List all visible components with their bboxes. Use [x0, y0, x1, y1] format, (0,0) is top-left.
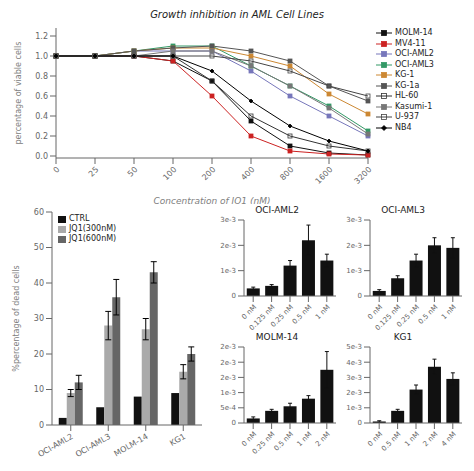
svg-text:0: 0: [232, 292, 236, 300]
svg-text:1e-3: 1e-3: [346, 404, 362, 412]
svg-text:OCI-AML2: OCI-AML2: [36, 432, 74, 459]
svg-text:Concentration of JQ1 (nM): Concentration of JQ1 (nM): [154, 196, 271, 204]
svg-text:0.2: 0.2: [35, 132, 48, 141]
html-text:HL-60: HL-60: [395, 91, 419, 100]
svg-text:0.25 nM: 0.25 nM: [395, 303, 421, 329]
svg-text:0.5 nM: 0.5 nM: [291, 303, 314, 326]
svg-text:2e-3: 2e-3: [220, 343, 236, 351]
svg-text:5e-3: 5e-3: [346, 343, 362, 351]
svg-text:10: 10: [34, 385, 44, 394]
html-text:JQ1(600nM): JQ1(600nM): [69, 234, 117, 243]
svg-text:0.4: 0.4: [35, 112, 48, 121]
html-text:OCI-AML2: OCI-AML2: [255, 205, 299, 215]
svg-text:1.0: 1.0: [35, 52, 48, 61]
svg-text:2e-3: 2e-3: [346, 389, 362, 397]
svg-text:20: 20: [34, 350, 44, 359]
svg-text:1 nM: 1 nM: [296, 430, 314, 448]
svg-text:0: 0: [358, 292, 362, 300]
svg-text:0: 0: [232, 419, 236, 427]
svg-text:1.2: 1.2: [35, 32, 48, 41]
svg-text:100: 100: [161, 165, 178, 182]
html-text:Kasumi-1: Kasumi-1: [395, 101, 433, 111]
svg-text:50: 50: [34, 243, 44, 252]
svg-text:KG1: KG1: [168, 432, 187, 448]
html-text:KG-1a: KG-1a: [395, 80, 420, 90]
svg-text:25: 25: [87, 165, 101, 179]
svg-text:800: 800: [278, 165, 295, 182]
svg-text:0 nM: 0 nM: [240, 303, 259, 322]
svg-text:1e-3: 1e-3: [220, 267, 236, 275]
html-text:OCI-AML2: OCI-AML2: [395, 49, 434, 58]
svg-text:2 nM: 2 nM: [422, 430, 440, 448]
svg-text:40: 40: [34, 279, 44, 288]
svg-text:4e-3: 4e-3: [346, 359, 362, 367]
svg-text:MOLM-14: MOLM-14: [113, 432, 150, 459]
svg-text:1600: 1600: [314, 165, 335, 186]
svg-text:0: 0: [51, 165, 61, 175]
svg-text:60: 60: [34, 208, 44, 217]
svg-text:0.25 nM: 0.25 nM: [269, 303, 295, 329]
html-text:OCI-AML3: OCI-AML3: [395, 59, 434, 69]
svg-text:0.0: 0.0: [35, 152, 48, 161]
html-text:OCI-AML3: OCI-AML3: [381, 205, 425, 215]
svg-text:1e-3: 1e-3: [220, 389, 236, 397]
svg-text:1 nM: 1 nM: [440, 303, 458, 321]
svg-text:percentage of viable cells: percentage of viable cells: [14, 42, 23, 145]
svg-text:%percentage of dead cells: %percentage of dead cells: [12, 265, 21, 371]
svg-text:2e-3: 2e-3: [220, 374, 236, 382]
html-text:Growth inhibition in AML Cell: Growth inhibition in AML Cell Lines: [150, 9, 324, 20]
html-text:MOLM-14: MOLM-14: [255, 332, 299, 342]
svg-text:3e-3: 3e-3: [346, 216, 362, 224]
svg-text:200: 200: [200, 165, 217, 182]
html-text:JQ1(300nM): JQ1(300nM): [69, 224, 117, 233]
html-text:MOLM-14: MOLM-14: [395, 28, 433, 37]
svg-text:0 nM: 0 nM: [366, 430, 385, 449]
svg-text:0.8: 0.8: [35, 72, 48, 81]
svg-text:5e-4: 5e-4: [220, 404, 236, 412]
html-text:KG1: KG1: [393, 332, 413, 342]
svg-text:1 nM: 1 nM: [403, 430, 421, 448]
svg-text:3e-3: 3e-3: [346, 374, 362, 382]
svg-text:30: 30: [34, 314, 44, 323]
html-text:MV4-11: MV4-11: [395, 38, 426, 48]
svg-text:3200: 3200: [353, 165, 374, 186]
svg-text:0.5 nM: 0.5 nM: [380, 430, 403, 453]
svg-text:2 nM: 2 nM: [314, 430, 332, 448]
svg-text:1e-3: 1e-3: [346, 267, 362, 275]
svg-text:2e-3: 2e-3: [220, 242, 236, 250]
svg-text:2e-3: 2e-3: [220, 359, 236, 367]
svg-text:0.5 nM: 0.5 nM: [417, 303, 440, 326]
svg-text:3e-3: 3e-3: [220, 216, 236, 224]
html-text:CTRL: CTRL: [69, 214, 90, 223]
svg-text:0.25 nM: 0.25 nM: [251, 430, 277, 456]
svg-text:0 nM: 0 nM: [240, 430, 259, 449]
svg-text:OCI-AML3: OCI-AML3: [74, 432, 112, 459]
svg-text:50: 50: [126, 165, 140, 179]
html-text:NB4: NB4: [395, 122, 412, 132]
svg-text:400: 400: [239, 165, 256, 182]
html-text:KG-1: KG-1: [395, 70, 415, 79]
html-text:U-937: U-937: [395, 112, 419, 121]
svg-text:0: 0: [358, 419, 362, 427]
svg-text:2e-3: 2e-3: [346, 242, 362, 250]
svg-text:0.5 nM: 0.5 nM: [272, 430, 295, 453]
svg-text:4 nM: 4 nM: [440, 430, 458, 448]
svg-text:0: 0: [39, 421, 44, 430]
svg-text:0 nM: 0 nM: [366, 303, 385, 322]
svg-text:0.6: 0.6: [35, 92, 48, 101]
svg-text:1 nM: 1 nM: [314, 303, 332, 321]
